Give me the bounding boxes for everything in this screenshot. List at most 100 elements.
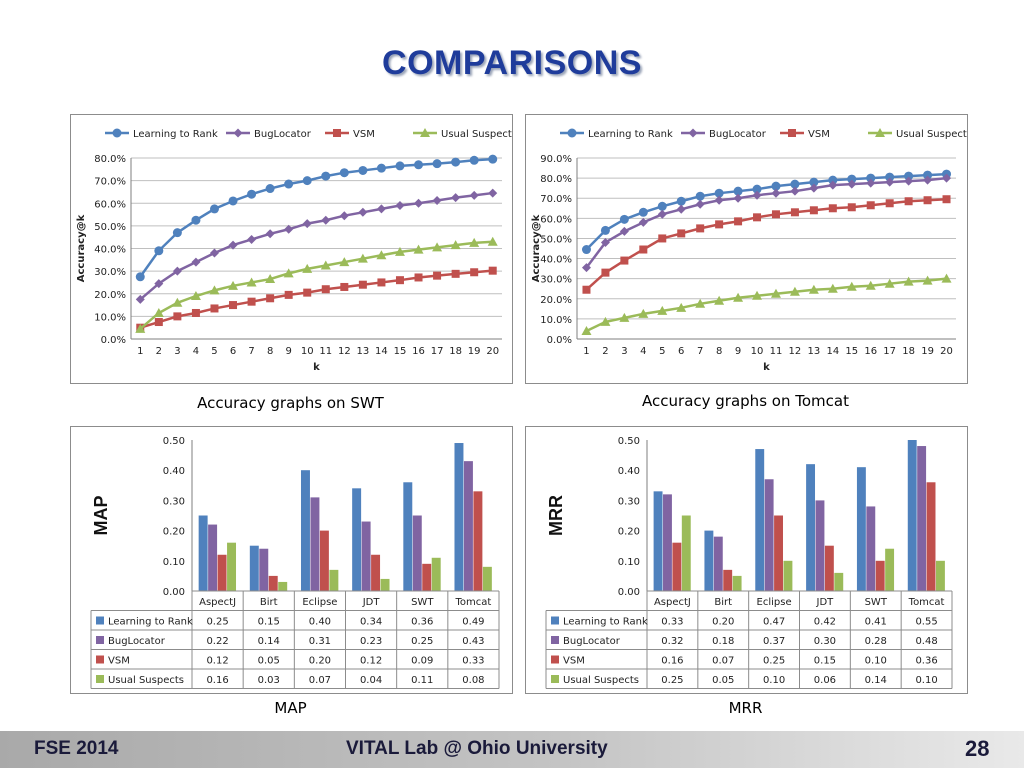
y-tick-label: 0.10 (163, 557, 185, 568)
category-label: Eclipse (757, 597, 792, 608)
y-tick-label: 0.20 (163, 527, 185, 538)
data-point (696, 224, 705, 233)
data-point (619, 226, 629, 236)
data-value: 0.09 (411, 656, 433, 667)
data-point (488, 266, 497, 275)
data-point (284, 224, 294, 234)
data-point (451, 269, 460, 278)
data-point (247, 234, 257, 244)
data-point (904, 171, 914, 181)
data-point (340, 282, 349, 291)
conference-label: FSE 2014 (34, 738, 119, 759)
data-point (154, 246, 164, 256)
data-point (582, 285, 591, 294)
data-point (790, 208, 799, 217)
data-point (923, 196, 932, 205)
data-value: 0.04 (360, 675, 382, 686)
data-value: 0.15 (258, 617, 280, 628)
data-value: 0.25 (763, 656, 785, 667)
y-tick-label: 0.40 (163, 466, 185, 477)
legend-label: BugLocator (563, 636, 621, 647)
data-value: 0.08 (462, 675, 484, 686)
legend-label: VSM (808, 129, 830, 140)
series-line (585, 277, 947, 333)
data-value: 0.14 (258, 636, 280, 647)
y-tick-label: 10.0% (94, 312, 126, 323)
data-point (376, 204, 386, 214)
bar (663, 494, 672, 591)
series-line (139, 240, 493, 330)
legend-label: BugLocator (108, 636, 166, 647)
bar (755, 449, 765, 591)
data-value: 0.06 (814, 675, 836, 686)
bar (704, 530, 714, 591)
data-value: 0.07 (712, 656, 734, 667)
y-tick-label: 60.0% (94, 199, 126, 210)
data-point (581, 245, 591, 255)
y-tick-label: 60.0% (540, 214, 572, 225)
data-value: 0.15 (814, 656, 836, 667)
y-tick-label: 0.30 (163, 496, 185, 507)
data-value: 0.12 (360, 656, 382, 667)
data-point (191, 257, 201, 267)
bar (681, 515, 691, 591)
bar (653, 491, 663, 591)
data-point (303, 288, 312, 297)
legend-key (551, 636, 559, 644)
mrr-bar-chart-canvas: 0.00 0.10 0.20 0.30 0.40 0.50 MRR AspectJ Birt Ec… (545, 436, 953, 689)
data-point (639, 245, 648, 254)
data-point (733, 186, 743, 196)
legend-key (96, 636, 104, 644)
data-point (657, 209, 667, 219)
data-value: 0.16 (206, 675, 228, 686)
data-point (154, 279, 164, 289)
category-label: Tomcat (908, 597, 945, 608)
data-point (866, 178, 876, 188)
category-label: JDT (816, 597, 835, 608)
x-tick-label: 9 (735, 346, 741, 357)
category-label: JDT (362, 597, 381, 608)
data-point (846, 281, 857, 291)
bar (310, 497, 320, 591)
data-point (395, 201, 405, 211)
map-bar-chart-canvas: 0.00 0.10 0.20 0.30 0.40 0.50 MAP AspectJ Birt Ec… (90, 436, 500, 689)
data-point (790, 179, 800, 189)
legend-label: VSM (353, 129, 375, 140)
mrr-caption: MRR (728, 699, 763, 717)
data-point (903, 276, 914, 286)
legend-label: Usual Suspects (441, 129, 512, 140)
data-value: 0.10 (915, 675, 937, 686)
legend-marker (567, 128, 577, 138)
data-point (695, 199, 705, 209)
data-point (321, 215, 331, 225)
data-point (209, 285, 220, 295)
data-point (753, 213, 762, 222)
swt-caption: Accuracy graphs on SWT (197, 394, 384, 412)
x-tick-label: 8 (716, 346, 722, 357)
legend-key (96, 655, 104, 664)
x-tick-label: 2 (156, 346, 162, 357)
x-tick-label: 12 (338, 346, 351, 357)
bar (463, 461, 473, 591)
data-point (321, 285, 330, 294)
data-point (487, 236, 498, 246)
x-tick-label: 18 (902, 346, 915, 357)
data-value: 0.10 (763, 675, 785, 686)
data-point (284, 290, 293, 299)
data-value: 0.33 (661, 617, 683, 628)
bar (783, 560, 793, 591)
data-point (809, 183, 819, 193)
data-point (600, 225, 610, 235)
data-point (414, 198, 424, 208)
data-point (154, 318, 163, 327)
legend-key (96, 616, 104, 625)
data-point (265, 274, 276, 284)
x-tick-label: 16 (412, 346, 425, 357)
data-value: 0.36 (915, 656, 937, 667)
lab-label: VITAL Lab @ Ohio University (346, 738, 608, 759)
x-tick-label: 13 (808, 346, 821, 357)
data-value: 0.32 (661, 636, 683, 647)
x-tick-label: 15 (845, 346, 858, 357)
y-tick-label: 70.0% (94, 177, 126, 188)
data-value: 0.22 (206, 636, 228, 647)
